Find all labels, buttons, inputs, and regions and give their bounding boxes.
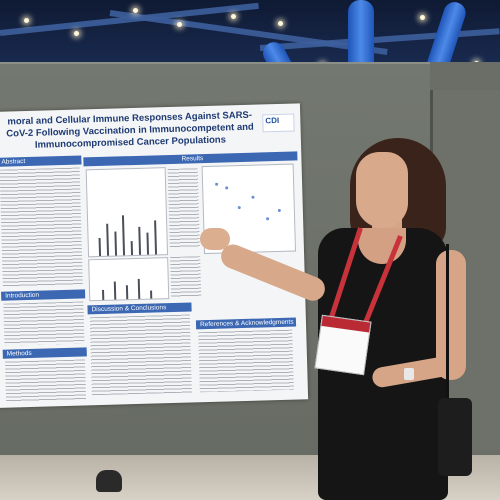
chart-bar [125, 285, 129, 300]
wristwatch [404, 368, 414, 380]
chart-bar [113, 281, 117, 300]
ceiling-light [278, 21, 283, 26]
chart-bar [154, 220, 158, 255]
plot-point [277, 208, 281, 213]
presenter-face [356, 152, 408, 228]
plot-point [266, 217, 270, 221]
section-discussion: Discussion & Conclusions [87, 302, 192, 315]
bag-strap [446, 244, 449, 400]
plot-point [215, 182, 219, 186]
conference-badge [314, 314, 372, 376]
ceiling-light [177, 22, 182, 27]
plot-point [225, 186, 229, 190]
ceiling-truss [109, 10, 388, 55]
plot-point [237, 206, 241, 210]
results-chart-1 [85, 167, 169, 258]
abstract-text [0, 167, 83, 288]
results-text [170, 256, 202, 298]
results-chart-3 [88, 257, 170, 302]
ceiling-light [24, 18, 29, 23]
section-methods: Methods [2, 347, 87, 359]
poster-title: moral and Cellular Immune Responses Agai… [6, 109, 254, 151]
references-text [198, 329, 294, 393]
institution-logo: CDI [262, 113, 295, 133]
section-introduction: Introduction [1, 289, 86, 301]
chart-bar [106, 223, 110, 256]
discussion-text [89, 314, 192, 396]
ceiling-light [74, 31, 79, 36]
introduction-text [3, 301, 85, 346]
chart-bar [150, 290, 153, 299]
results-text [167, 168, 200, 250]
handbag [438, 398, 472, 476]
chart-bar [121, 215, 126, 256]
ceiling-light [133, 8, 138, 13]
chart-bar [98, 237, 102, 257]
ceiling-light [420, 15, 425, 20]
shoe [96, 470, 122, 492]
chart-bar [114, 231, 118, 256]
chart-bar [137, 278, 141, 299]
ceiling-light [231, 14, 236, 19]
presenter-hand [200, 228, 230, 250]
chart-bar [138, 226, 142, 255]
chart-bar [146, 232, 150, 255]
chart-bar [102, 289, 105, 300]
section-references: References & Acknowledgments [195, 317, 297, 330]
methods-text [4, 359, 87, 402]
logo-text: CDI [265, 115, 280, 126]
section-abstract: Abstract [0, 155, 82, 167]
plot-point [251, 195, 255, 199]
chart-bar [130, 241, 134, 256]
